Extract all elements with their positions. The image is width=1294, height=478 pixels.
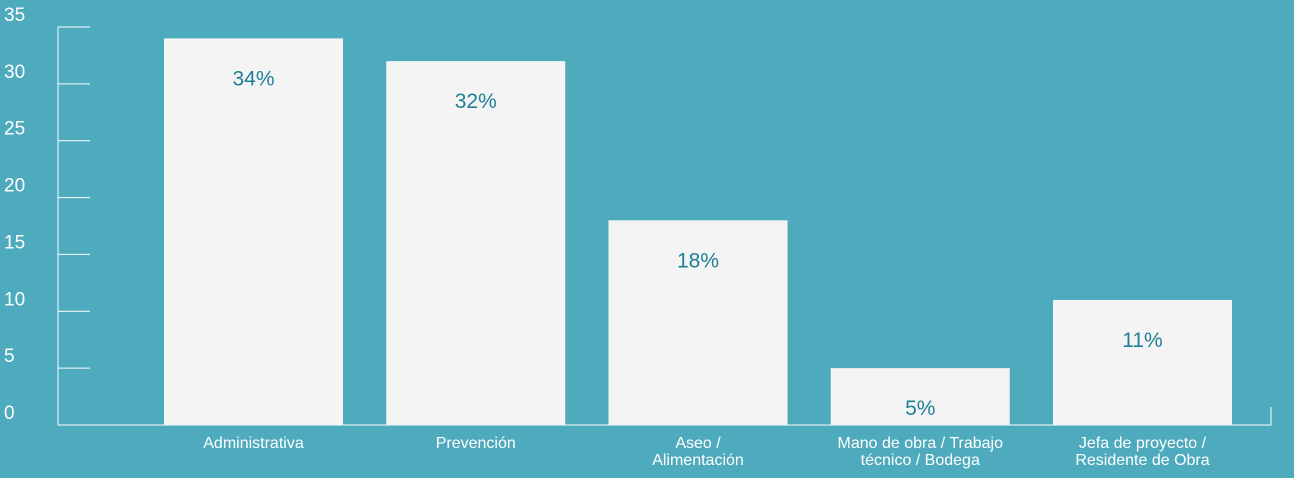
- data-label: 11%: [1122, 329, 1162, 352]
- y-tick-label: 15: [4, 232, 25, 253]
- y-tick-label: 0: [4, 403, 15, 424]
- y-tick-label: 25: [4, 119, 25, 140]
- y-tick-label: 30: [4, 62, 25, 83]
- y-tick-label: 5: [4, 346, 15, 367]
- data-label: 34%: [232, 67, 274, 90]
- y-tick-label: 20: [4, 176, 25, 197]
- y-tick-label: 10: [4, 289, 25, 310]
- data-labels: 34% 32% 18% 5% 11%: [232, 67, 1162, 420]
- data-label: 18%: [677, 249, 719, 272]
- x-tick-labels: Administrativa Prevención Aseo / Alimentaci…: [203, 435, 1209, 469]
- bars: [164, 38, 1232, 425]
- x-tick-label: Mano de obra / Trabajo técnico / Bodega: [838, 435, 1004, 469]
- bar: [386, 61, 566, 425]
- x-tick-label: Jefa de proyecto / Residente de Obra: [1075, 435, 1209, 469]
- y-axis: 0 5 10 15 20 25 30 35: [4, 5, 90, 425]
- bar: [608, 220, 788, 425]
- bar: [1053, 299, 1232, 425]
- data-label: 32%: [455, 90, 497, 113]
- data-label: 5%: [905, 397, 935, 420]
- x-tick-label: Prevención: [436, 435, 516, 452]
- x-tick-label: Administrativa: [203, 435, 304, 452]
- bar: [164, 38, 343, 425]
- x-tick-label: Aseo / Alimentación: [652, 435, 744, 469]
- bar: [830, 368, 1010, 425]
- y-tick-label: 35: [4, 5, 25, 26]
